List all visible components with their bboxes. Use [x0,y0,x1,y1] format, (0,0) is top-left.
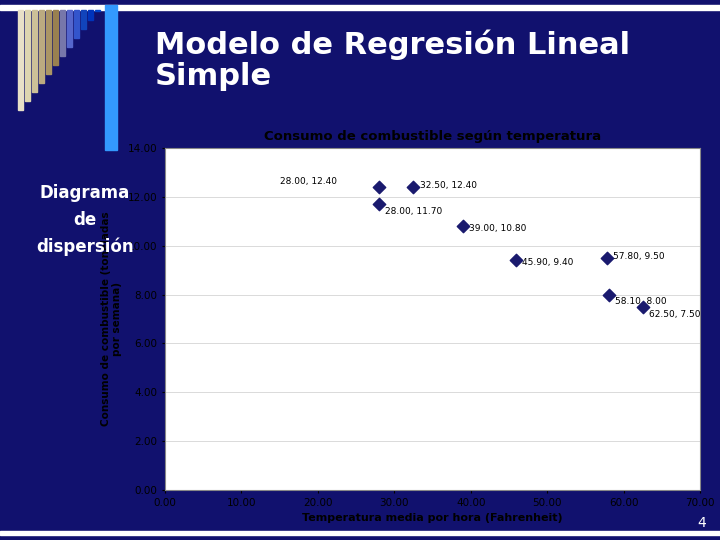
Bar [53,10,58,65]
Text: Modelo de Regresión Lineal: Modelo de Regresión Lineal [155,30,630,60]
Text: 45.90, 9.40: 45.90, 9.40 [522,258,573,267]
Bar [81,10,86,29]
Text: 4: 4 [697,516,706,530]
Bar [0,531,720,535]
Bar [0,5,720,10]
Text: 57.80, 9.50: 57.80, 9.50 [613,252,665,261]
Point [457,222,469,231]
Point [603,291,615,299]
Bar [32,10,37,92]
Text: Simple: Simple [155,62,272,91]
Bar [74,10,79,38]
Text: 39.00, 10.80: 39.00, 10.80 [469,224,526,233]
Bar [39,10,44,83]
Point [408,183,419,191]
Bar [18,10,23,110]
Point [637,302,649,311]
Point [510,256,521,265]
X-axis label: Temperatura media por hora (Fahrenheit): Temperatura media por hora (Fahrenheit) [302,513,563,523]
Bar [25,10,30,101]
Point [601,254,613,262]
Text: 62.50, 7.50: 62.50, 7.50 [649,309,701,319]
Y-axis label: Consumo de combustible (toneladas
por semana): Consumo de combustible (toneladas por se… [101,212,122,426]
Bar [46,10,51,74]
Bar [88,10,93,20]
Point [373,200,384,208]
Title: Consumo de combustible según temperatura: Consumo de combustible según temperatura [264,130,601,143]
Text: 28.00, 12.40: 28.00, 12.40 [280,177,337,186]
Bar [105,5,117,150]
Text: Diagrama
de
dispersión: Diagrama de dispersión [36,184,134,256]
Bar [67,10,72,47]
Text: 32.50, 12.40: 32.50, 12.40 [420,181,477,191]
Text: 58.10, 8.00: 58.10, 8.00 [615,298,667,306]
Bar [95,10,100,11]
Text: 28.00, 11.70: 28.00, 11.70 [385,207,442,216]
Point [373,183,384,191]
Bar [60,10,65,56]
